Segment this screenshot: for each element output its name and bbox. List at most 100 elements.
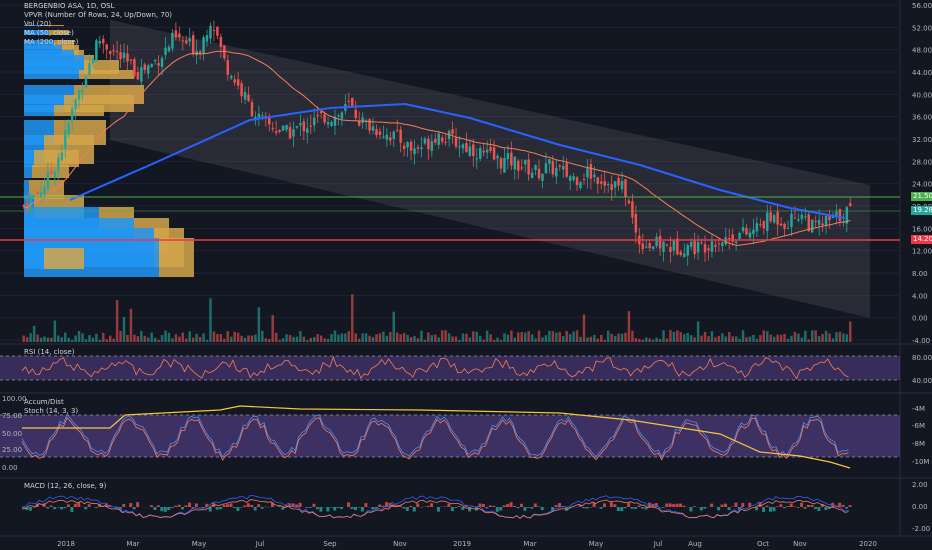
volume-bar [105, 339, 108, 342]
candle-body [160, 58, 164, 67]
volume-bar [160, 335, 164, 342]
macd-histogram-bar [627, 502, 631, 507]
volume-bar [368, 335, 371, 342]
candle-body [302, 121, 306, 132]
volume-bar [814, 330, 817, 342]
volume-bar [274, 332, 278, 342]
candle-body [696, 241, 700, 253]
volume-bar [157, 339, 160, 342]
macd-histogram-bar [298, 502, 302, 507]
candle-body [472, 144, 475, 157]
candle-body [503, 158, 506, 173]
macd-histogram-bar [174, 505, 178, 507]
volume-bar [440, 330, 444, 342]
macd-histogram-bar [136, 502, 140, 507]
volume-bar [741, 330, 745, 342]
candle-body [98, 40, 102, 44]
volume-bar [77, 331, 81, 342]
volume-bar [143, 335, 146, 342]
volume-bar [665, 338, 669, 342]
candle-body [157, 63, 160, 66]
volume-bar [326, 338, 330, 342]
volume-bar [565, 331, 568, 342]
macd-histogram-bar [654, 503, 658, 507]
candle-body [814, 220, 817, 223]
volume-bar [427, 332, 430, 342]
macd-histogram-bar [105, 503, 108, 507]
candle-body [631, 201, 634, 218]
candle-body [465, 143, 468, 152]
macd-histogram-bar [354, 507, 357, 511]
macd-histogram-bar [312, 503, 316, 507]
volume-bar [645, 337, 648, 342]
candle-body [565, 163, 568, 177]
macd-histogram-bar [841, 504, 845, 507]
macd-histogram-bar [257, 504, 261, 507]
macd-histogram-bar [309, 507, 312, 508]
vpvr-down-bar [34, 150, 79, 167]
macd-histogram-bar [181, 507, 185, 510]
candle-body [479, 147, 482, 159]
candle-body [849, 203, 852, 206]
candle-body [323, 114, 326, 123]
vpvr-up-bar [24, 70, 79, 79]
candle-body [600, 181, 603, 184]
candle-body [558, 165, 561, 167]
volume-bar [503, 333, 506, 342]
candle-body [181, 40, 185, 42]
macd-histogram-bar [239, 507, 243, 508]
volume-bar [29, 333, 32, 342]
candle-body [544, 163, 548, 174]
volume-bar [147, 337, 150, 342]
stoch-left-axis-label: 0.00 [2, 464, 18, 472]
candle-body [39, 192, 43, 197]
candle-body [60, 152, 63, 161]
macd-histogram-bar [163, 507, 167, 512]
volume-bar [261, 330, 264, 342]
candle-body [91, 58, 95, 64]
candle-body [586, 168, 589, 178]
macd-histogram-bar [675, 503, 679, 507]
macd-histogram-bar [226, 504, 229, 507]
candle-body [402, 145, 406, 149]
price-tick-label: 52.00 [912, 24, 932, 32]
candle-body [776, 211, 779, 225]
macd-histogram-bar [520, 503, 523, 507]
candle-body [790, 213, 793, 228]
candle-body [738, 232, 741, 239]
volume-bar [340, 333, 344, 342]
macd-histogram-bar [129, 503, 133, 507]
volume-bar [330, 334, 333, 342]
macd-histogram-bar [513, 505, 517, 507]
macd-histogram-bar [160, 507, 164, 512]
volume-bar [444, 330, 447, 342]
time-axis-label: May [192, 540, 206, 548]
candle-body [710, 241, 714, 252]
volume-bar [25, 337, 29, 342]
candle-body [271, 127, 274, 130]
macd-histogram-bar [772, 507, 776, 512]
candle-body [354, 109, 357, 118]
candle-body [368, 119, 371, 131]
volume-bar [392, 311, 395, 342]
volume-bar [534, 338, 537, 342]
stoch-right-axis-label: -4M [912, 405, 925, 413]
volume-bar [465, 333, 468, 342]
macd-histogram-bar [796, 507, 800, 508]
macd-histogram-bar [499, 507, 503, 511]
volume-bar [396, 332, 399, 342]
stoch-left-axis-label: 75.00 [2, 412, 22, 420]
volume-bar [451, 336, 454, 342]
macd-histogram-bar [585, 507, 589, 509]
candle-body [451, 129, 454, 134]
volume-bar [354, 333, 357, 342]
volume-bar [589, 336, 593, 342]
volume-bar [46, 337, 50, 342]
candle-body [665, 244, 669, 246]
volume-bar [582, 314, 586, 342]
macd-histogram-bar [153, 507, 157, 511]
volume-bar [122, 317, 126, 342]
macd-histogram-bar [824, 507, 828, 511]
candle-body [703, 244, 707, 253]
